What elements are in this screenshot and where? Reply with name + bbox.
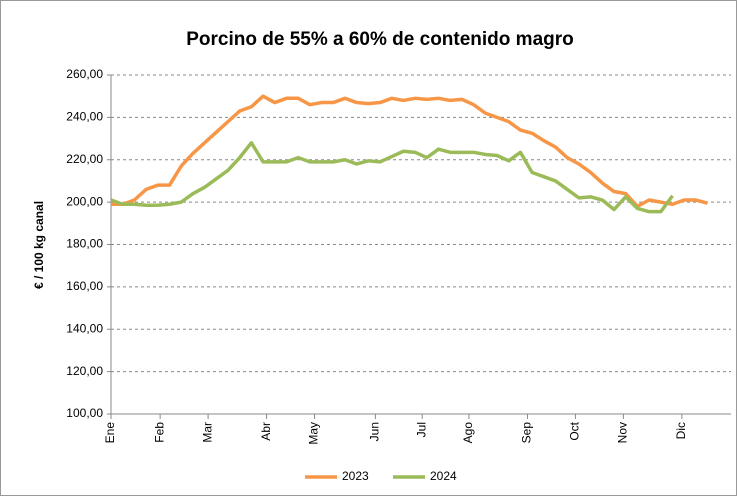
x-tick-label: Jul — [414, 422, 428, 437]
y-tick-label: 200,00 — [66, 194, 103, 208]
y-tick-label: 120,00 — [66, 364, 103, 378]
x-tick-label: Mar — [200, 422, 214, 443]
y-tick-label: 160,00 — [66, 279, 103, 293]
chart-title: Porcino de 55% a 60% de contenido magro — [186, 29, 574, 50]
y-tick-label: 240,00 — [66, 110, 103, 124]
x-tick-label: Feb — [152, 422, 166, 443]
y-axis-label: € / 100 kg canal — [32, 201, 46, 289]
legend-label: 2024 — [430, 469, 457, 483]
x-tick-label: Abr — [259, 422, 273, 441]
x-tick-label: Nov — [616, 422, 630, 443]
y-tick-label: 180,00 — [66, 237, 103, 251]
x-tick-label: Ago — [461, 422, 475, 444]
x-tick-label: Dic — [674, 422, 688, 439]
y-tick-label: 140,00 — [66, 321, 103, 335]
y-tick-label: 220,00 — [66, 152, 103, 166]
series-line — [110, 141, 674, 214]
y-tick-label: 260,00 — [66, 67, 103, 81]
y-tick-label: 100,00 — [66, 406, 103, 420]
x-tick-label: Sep — [520, 422, 534, 444]
series-line — [111, 94, 709, 209]
x-tick-label: Oct — [568, 421, 582, 440]
x-tick-label: Jun — [368, 422, 382, 441]
legend-label: 2023 — [342, 469, 369, 483]
x-tick-label: May — [307, 422, 321, 445]
x-tick-label: Ene — [103, 422, 117, 444]
